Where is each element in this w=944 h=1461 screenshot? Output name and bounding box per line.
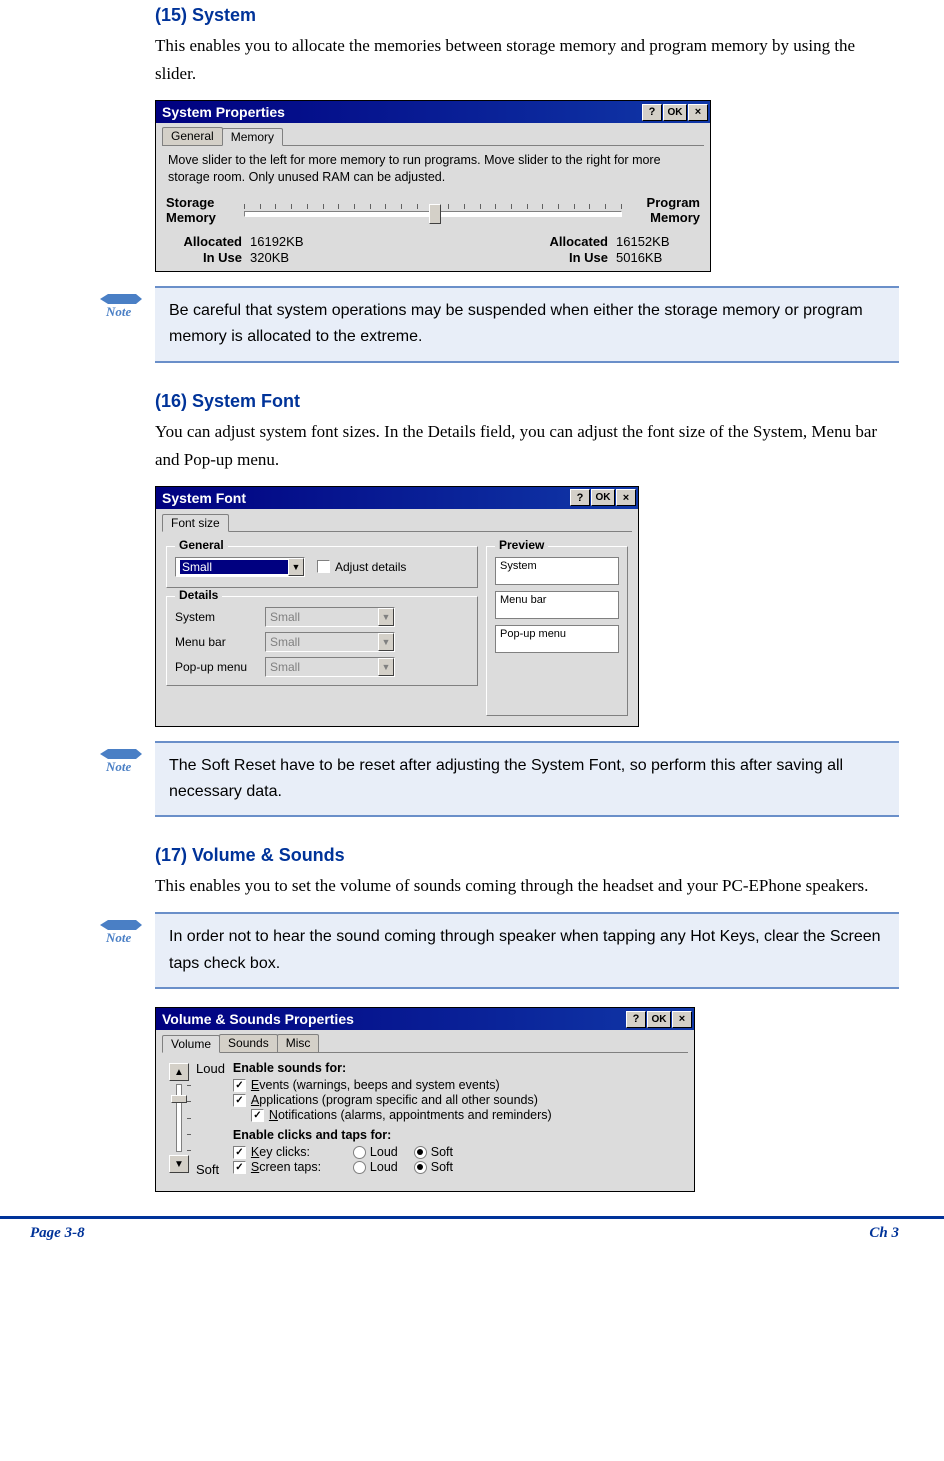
soft-label: Soft	[196, 1162, 225, 1177]
details-popup-label: Pop-up menu	[175, 660, 265, 674]
heading-volume: (17) Volume & Sounds	[155, 845, 899, 866]
note-sysfont: The Soft Reset have to be reset after ad…	[155, 741, 899, 818]
chevron-down-icon: ▼	[378, 608, 394, 626]
volume-up-button[interactable]: ▲	[169, 1063, 189, 1081]
chk-screen-taps[interactable]: Screen taps: Loud Soft	[233, 1160, 684, 1174]
page-number: Page 3-8	[30, 1225, 85, 1242]
storage-stats: Allocated16192KB In Use320KB	[170, 234, 330, 265]
details-legend: Details	[175, 588, 222, 602]
volume-down-button[interactable]: ▼	[169, 1155, 189, 1173]
help-button[interactable]: ?	[570, 489, 590, 506]
enable-clicks-heading: Enable clicks and taps for:	[233, 1128, 684, 1142]
tab-memory[interactable]: Memory	[222, 128, 283, 146]
chapter-label: Ch 3	[869, 1225, 899, 1242]
tabs: Font size	[162, 513, 632, 532]
heading-sysfont: (16) System Font	[155, 391, 899, 412]
volume-slider[interactable]	[176, 1084, 182, 1152]
general-legend: General	[175, 538, 228, 552]
tab-sounds[interactable]: Sounds	[219, 1034, 278, 1052]
volume-thumb[interactable]	[171, 1095, 187, 1103]
page-footer: Page 3-8 Ch 3	[0, 1216, 944, 1252]
body-volume: This enables you to set the volume of so…	[155, 872, 899, 900]
titlebar: Volume & Sounds Properties ? OK ×	[156, 1008, 694, 1030]
note-volume: In order not to hear the sound coming th…	[155, 912, 899, 989]
memory-slider[interactable]	[244, 211, 622, 217]
chevron-down-icon: ▼	[378, 633, 394, 651]
window-title: Volume & Sounds Properties	[162, 1011, 625, 1027]
memory-hint: Move slider to the left for more memory …	[162, 152, 704, 192]
note-system: Be careful that system operations may be…	[155, 286, 899, 363]
chk-key-clicks[interactable]: Key clicks: Loud Soft	[233, 1145, 684, 1159]
chk-applications[interactable]: Applications (program specific and all o…	[233, 1093, 684, 1107]
screen-loud-radio[interactable]	[353, 1161, 366, 1174]
volume-sounds-window: Volume & Sounds Properties ? OK × Volume…	[155, 1007, 695, 1192]
chevron-down-icon: ▼	[288, 558, 304, 576]
details-system-label: System	[175, 610, 265, 624]
preview-popup: Pop-up menu	[495, 625, 619, 653]
chk-events[interactable]: Events (warnings, beeps and system event…	[233, 1078, 684, 1092]
preview-system: System	[495, 557, 619, 585]
tab-volume[interactable]: Volume	[162, 1035, 220, 1053]
note-label: Note	[106, 930, 155, 946]
window-title: System Font	[162, 490, 569, 506]
close-button[interactable]: ×	[688, 104, 708, 121]
titlebar: System Font ? OK ×	[156, 487, 638, 509]
chk-notifications[interactable]: Notifications (alarms, appointments and …	[251, 1108, 684, 1122]
tab-misc[interactable]: Misc	[277, 1034, 320, 1052]
system-font-window: System Font ? OK × Font size General Sma…	[155, 486, 639, 727]
ok-button[interactable]: OK	[591, 489, 615, 506]
preview-menubar: Menu bar	[495, 591, 619, 619]
system-properties-window: System Properties ? OK × General Memory …	[155, 100, 711, 272]
key-loud-radio[interactable]	[353, 1146, 366, 1159]
note-label: Note	[106, 759, 155, 775]
ok-button[interactable]: OK	[663, 104, 687, 121]
adjust-details-checkbox[interactable]: Adjust details	[317, 560, 406, 574]
general-size-dropdown[interactable]: Small ▼	[175, 557, 305, 577]
tabs: General Memory	[162, 127, 704, 146]
tabs: Volume Sounds Misc	[162, 1034, 688, 1053]
help-button[interactable]: ?	[626, 1011, 646, 1028]
details-menubar-label: Menu bar	[175, 635, 265, 649]
screen-soft-radio[interactable]	[414, 1161, 427, 1174]
key-soft-radio[interactable]	[414, 1146, 427, 1159]
details-popup-dropdown: Small▼	[265, 657, 395, 677]
close-button[interactable]: ×	[616, 489, 636, 506]
body-system: This enables you to allocate the memorie…	[155, 32, 899, 88]
enable-sounds-heading: Enable sounds for:	[233, 1061, 684, 1075]
preview-legend: Preview	[495, 538, 548, 552]
heading-system: (15) System	[155, 5, 899, 26]
slider-thumb[interactable]	[429, 204, 441, 224]
storage-memory-label: StorageMemory	[166, 196, 236, 226]
close-button[interactable]: ×	[672, 1011, 692, 1028]
note-label: Note	[106, 304, 155, 320]
chevron-down-icon: ▼	[378, 658, 394, 676]
details-system-dropdown: Small▼	[265, 607, 395, 627]
ok-button[interactable]: OK	[647, 1011, 671, 1028]
tab-fontsize[interactable]: Font size	[162, 514, 229, 532]
help-button[interactable]: ?	[642, 104, 662, 121]
program-stats: Allocated16152KB In Use5016KB	[536, 234, 696, 265]
tab-general[interactable]: General	[162, 127, 223, 145]
loud-label: Loud	[196, 1061, 225, 1076]
program-memory-label: ProgramMemory	[630, 196, 700, 226]
titlebar: System Properties ? OK ×	[156, 101, 710, 123]
window-title: System Properties	[162, 104, 641, 120]
body-sysfont: You can adjust system font sizes. In the…	[155, 418, 899, 474]
details-menubar-dropdown: Small▼	[265, 632, 395, 652]
